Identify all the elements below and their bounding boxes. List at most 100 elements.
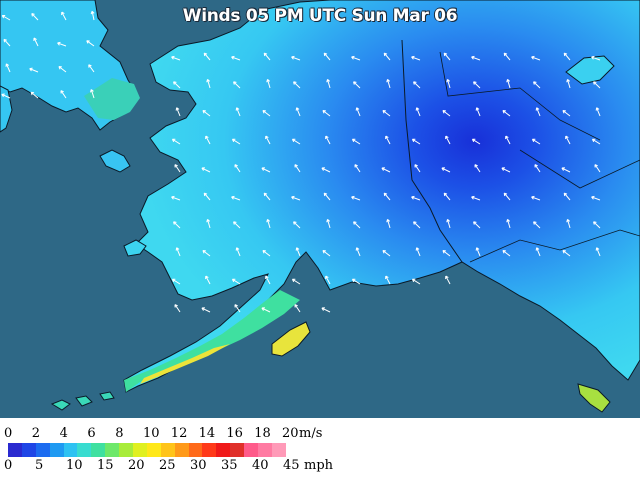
map-title: Winds 05 PM UTC Sun Mar 06 xyxy=(182,6,458,26)
wind-arrow xyxy=(442,109,451,117)
wind-arrow xyxy=(445,275,451,285)
wind-arrow xyxy=(202,249,211,257)
alaska-canada-border xyxy=(401,39,463,263)
wind-arrow xyxy=(234,164,241,173)
wind-arrow xyxy=(29,67,39,73)
ms-tick-label: 10 xyxy=(143,426,160,441)
wind-arrow xyxy=(351,278,361,285)
wind-arrow xyxy=(175,247,181,257)
wind-arrow xyxy=(325,275,331,285)
wind-arrow xyxy=(471,138,481,145)
wind-arrow xyxy=(171,278,181,285)
wind-arrow xyxy=(231,138,241,145)
wind-arrow xyxy=(443,192,451,201)
arctic-island xyxy=(565,55,615,85)
wind-arrow xyxy=(381,167,391,173)
wind-arrow xyxy=(321,307,331,313)
wind-arrow xyxy=(291,278,301,285)
wind-arrow xyxy=(293,81,301,89)
wind-arrow xyxy=(201,167,211,173)
wind-arrow xyxy=(174,164,181,173)
wind-arrow xyxy=(531,195,541,201)
wind-arrow xyxy=(57,41,67,47)
wind-arrow xyxy=(231,278,241,285)
wind-arrow xyxy=(535,247,541,257)
wind-arrow xyxy=(562,249,571,257)
wind-arrows xyxy=(1,10,601,313)
wind-arrow xyxy=(413,81,421,89)
wind-arrow xyxy=(506,218,511,229)
wind-arrow xyxy=(595,247,601,257)
wind-arrow xyxy=(382,109,391,117)
wind-arrow xyxy=(294,164,301,173)
wind-arrow xyxy=(446,78,451,89)
wind-arrow xyxy=(265,275,271,285)
legend-color-bar xyxy=(8,443,286,457)
wind-arrow xyxy=(291,195,301,201)
wind-arrow xyxy=(445,135,451,145)
mph-tick-label: 0 xyxy=(4,458,13,473)
wind-arrow xyxy=(323,192,331,201)
wind-arrow xyxy=(263,192,271,201)
wind-arrow xyxy=(595,107,601,117)
wind-arrow xyxy=(262,249,271,257)
wind-arrow xyxy=(441,167,451,173)
wind-arrow xyxy=(294,304,301,313)
wind-arrow xyxy=(353,81,361,89)
wind-arrow xyxy=(383,192,391,201)
peninsula-green-band xyxy=(124,290,300,392)
mph-tick-label: 15 xyxy=(97,458,114,473)
legend-swatch xyxy=(35,443,50,457)
ms-tick-label: 18 xyxy=(254,426,271,441)
wind-arrow xyxy=(414,164,421,173)
legend-swatch xyxy=(8,443,22,457)
wind-arrow xyxy=(205,275,211,285)
legend-swatch xyxy=(77,443,92,457)
peninsula-yellow-band xyxy=(140,344,230,384)
wind-arrow xyxy=(533,81,541,89)
ms-tick-label: 16 xyxy=(226,426,243,441)
wind-arrow xyxy=(471,55,481,61)
ms-unit-label: m/s xyxy=(299,426,323,441)
wind-arrow xyxy=(351,55,361,61)
ms-tick-label: 2 xyxy=(31,426,41,441)
wind-arrow xyxy=(5,63,11,73)
mph-tick-label: 5 xyxy=(35,458,44,473)
wind-arrow xyxy=(413,221,421,229)
mph-tick-label: 40 xyxy=(252,458,269,473)
wind-arrow xyxy=(415,107,421,117)
legend-swatch xyxy=(188,443,203,457)
wind-arrow xyxy=(235,247,241,257)
wind-arrow xyxy=(442,249,451,257)
wind-arrow xyxy=(206,78,211,89)
wind-arrow xyxy=(563,192,571,201)
wind-arrow xyxy=(411,55,421,61)
ms-tick-label: 0 xyxy=(4,426,13,441)
mph-tick-label: 10 xyxy=(66,458,83,473)
wind-arrow xyxy=(173,81,181,89)
wind-arrow xyxy=(322,249,331,257)
wind-arrow xyxy=(502,249,511,257)
wind-arrow xyxy=(534,164,541,173)
southeast-islands xyxy=(577,383,611,413)
wind-arrow xyxy=(355,247,361,257)
wind-arrow xyxy=(354,164,361,173)
wind-arrow xyxy=(506,78,511,89)
wind-arrow xyxy=(502,109,511,117)
wind-arrow xyxy=(531,138,541,145)
wind-arrow xyxy=(565,135,571,145)
wind-arrow xyxy=(322,109,331,117)
wind-arrow xyxy=(174,304,181,313)
legend-swatch xyxy=(91,443,106,457)
legend-swatch xyxy=(258,443,272,457)
legend-swatch xyxy=(63,443,78,457)
wind-arrow xyxy=(386,218,391,229)
wind-arrow xyxy=(591,55,601,61)
aleutian-islands xyxy=(50,391,115,411)
wind-arrow xyxy=(58,65,67,73)
wind-map xyxy=(0,0,640,418)
legend-swatch xyxy=(105,443,120,457)
legend-swatch xyxy=(216,443,231,457)
canada-province-borders xyxy=(439,51,640,263)
wind-arrow xyxy=(261,307,271,313)
